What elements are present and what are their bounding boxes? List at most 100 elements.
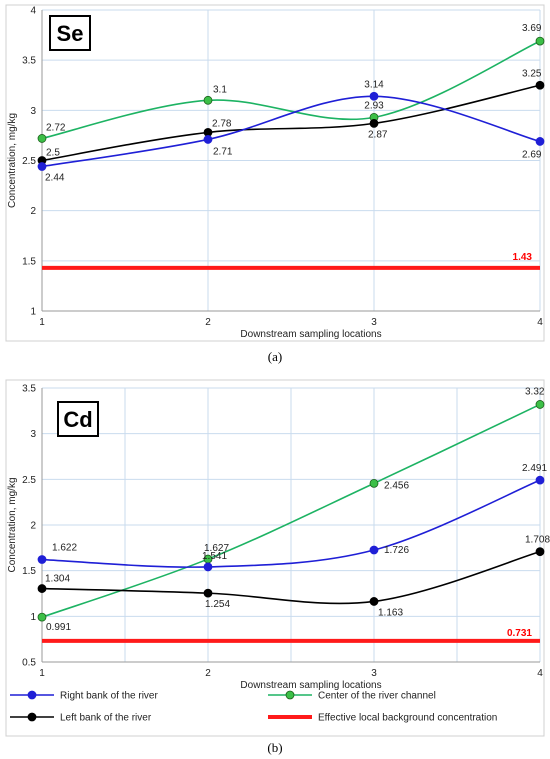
caption-a: (a) xyxy=(268,349,282,364)
data-point-center xyxy=(37,612,47,622)
data-label: 2.72 xyxy=(46,122,66,133)
data-label: 2.87 xyxy=(368,129,388,140)
caption-b: (b) xyxy=(267,740,282,755)
data-label: 2.5 xyxy=(46,148,60,159)
y-tick-label: 3 xyxy=(30,106,36,117)
data-point-right-bank xyxy=(203,562,213,572)
legend-label: Left bank of the river xyxy=(60,713,152,724)
data-point-right-bank xyxy=(535,137,545,146)
data-point-right-bank xyxy=(369,545,379,555)
x-axis-label: Downstream sampling locations xyxy=(240,329,381,340)
data-label: 0.991 xyxy=(46,622,71,633)
data-point-center xyxy=(203,95,213,105)
y-tick-label: 2.5 xyxy=(22,475,36,486)
data-label: 1.254 xyxy=(205,599,230,610)
x-tick-label: 4 xyxy=(537,668,543,679)
legend-label: Right bank of the river xyxy=(60,691,158,702)
data-point-right-bank xyxy=(535,475,545,485)
y-tick-label: 3 xyxy=(30,429,36,440)
series-line-left-bank xyxy=(41,550,541,605)
data-label: 1.541 xyxy=(202,551,227,562)
data-point-left-bank xyxy=(369,597,379,606)
y-tick-label: 1 xyxy=(30,612,36,623)
data-point-left-bank xyxy=(535,80,545,90)
data-point-center xyxy=(369,478,379,488)
x-tick-label: 1 xyxy=(39,317,45,328)
data-point-left-bank xyxy=(37,584,47,593)
data-point-left-bank xyxy=(535,547,545,557)
y-tick-label: 0.5 xyxy=(22,658,36,669)
data-label: 2.71 xyxy=(213,146,233,157)
data-label: 3.14 xyxy=(364,79,384,90)
y-tick-label: 1.5 xyxy=(22,256,36,267)
chart-border xyxy=(5,379,545,737)
background-value-label: 1.43 xyxy=(513,252,533,263)
y-axis-label: Concentration, mg/kg xyxy=(7,477,18,572)
y-tick-label: 3.5 xyxy=(22,384,36,395)
element-badge xyxy=(49,15,91,51)
data-label: 2.78 xyxy=(212,118,232,129)
data-label: 2.44 xyxy=(45,173,65,184)
data-label: 1.726 xyxy=(384,545,409,556)
data-label: 3.32 xyxy=(525,386,545,397)
series-line-right-bank xyxy=(41,479,541,568)
x-axis-label: Downstream sampling locations xyxy=(240,680,381,691)
y-tick-label: 2 xyxy=(30,521,36,532)
data-label: 3.25 xyxy=(522,68,542,79)
data-label: 2.93 xyxy=(364,100,384,111)
x-tick-label: 3 xyxy=(371,317,377,328)
legend-marker xyxy=(27,690,37,700)
data-label: 1.622 xyxy=(52,543,77,554)
data-point-right-bank xyxy=(37,162,47,171)
y-tick-label: 1 xyxy=(30,307,36,318)
element-badge-label: Se xyxy=(57,21,84,46)
legend-label: Effective local background concentration xyxy=(318,713,497,724)
x-tick-label: 3 xyxy=(371,668,377,679)
data-point-center xyxy=(535,400,545,409)
data-point-right-bank xyxy=(203,135,213,144)
data-point-center xyxy=(535,36,545,46)
data-label: 2.491 xyxy=(522,463,547,474)
y-tick-label: 4 xyxy=(30,6,36,17)
data-label: 1.627 xyxy=(204,543,229,554)
series-line-left-bank xyxy=(41,84,541,162)
data-point-right-bank xyxy=(369,91,379,101)
data-point-center xyxy=(37,134,47,143)
data-label: 1.304 xyxy=(45,574,70,585)
legend-item-left-bank: Left bank of the river xyxy=(10,713,152,724)
x-tick-label: 2 xyxy=(205,668,211,679)
x-tick-label: 4 xyxy=(537,317,543,328)
panel-se-chart: 1 1.5 2 2.5 3 3.5 4 1 2 3 4 Downstream sampling loc… xyxy=(5,4,545,342)
y-tick-label: 3.5 xyxy=(22,56,36,67)
legend-label: Center of the river channel xyxy=(318,691,436,702)
element-badge xyxy=(57,401,99,437)
x-tick-label: 1 xyxy=(39,668,45,679)
legend: Right bank of the river Center of the riv… xyxy=(10,691,497,724)
series-line-center xyxy=(41,403,541,618)
y-axis-label: Concentration, mg/kg xyxy=(7,113,18,208)
data-point-left-bank xyxy=(203,588,213,598)
data-label: 3.1 xyxy=(213,84,227,95)
y-tick-label: 2.5 xyxy=(22,156,36,167)
legend-item-center: Center of the river channel xyxy=(268,691,436,702)
x-tick-label: 2 xyxy=(205,317,211,328)
data-label: 3.69 xyxy=(522,23,542,34)
data-label: 2.69 xyxy=(522,149,542,160)
data-label: 1.708 xyxy=(525,535,550,546)
data-point-right-bank xyxy=(37,555,47,564)
data-point-left-bank xyxy=(369,118,379,128)
legend-marker xyxy=(27,712,37,722)
background-value-label: 0.731 xyxy=(507,628,532,639)
data-label: 2.456 xyxy=(384,480,409,491)
element-badge-label: Cd xyxy=(63,407,92,432)
legend-item-background: Effective local background concentration xyxy=(268,713,497,724)
chart-border xyxy=(5,4,545,342)
y-tick-label: 1.5 xyxy=(22,566,36,577)
legend-marker xyxy=(285,690,295,700)
legend-item-right-bank: Right bank of the river xyxy=(10,691,158,702)
y-tick-label: 2 xyxy=(30,206,36,217)
data-label: 1.163 xyxy=(378,607,403,618)
series-line-right-bank xyxy=(41,95,541,168)
